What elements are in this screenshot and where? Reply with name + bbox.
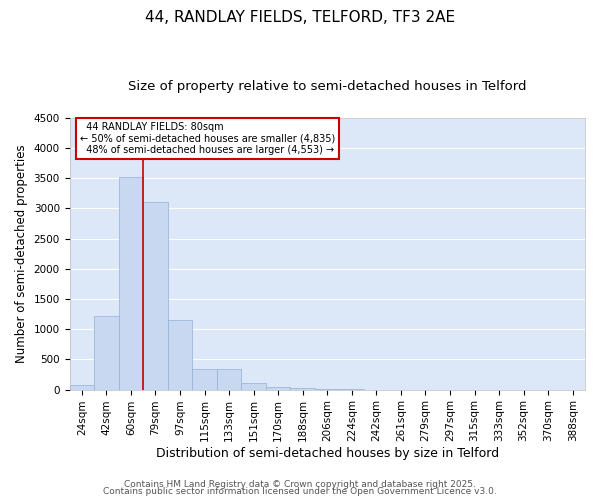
Bar: [70, 385, 94, 390]
Bar: [266, 386, 290, 390]
Bar: [94, 316, 119, 390]
Bar: [119, 177, 143, 390]
Bar: [290, 388, 315, 390]
Title: Size of property relative to semi-detached houses in Telford: Size of property relative to semi-detach…: [128, 80, 527, 93]
Y-axis label: Number of semi-detached properties: Number of semi-detached properties: [15, 144, 28, 363]
Bar: [168, 320, 192, 390]
Text: Contains public sector information licensed under the Open Government Licence v3: Contains public sector information licen…: [103, 487, 497, 496]
Text: 44, RANDLAY FIELDS, TELFORD, TF3 2AE: 44, RANDLAY FIELDS, TELFORD, TF3 2AE: [145, 10, 455, 25]
Bar: [143, 202, 168, 390]
Bar: [192, 369, 217, 390]
Text: 44 RANDLAY FIELDS: 80sqm
← 50% of semi-detached houses are smaller (4,835)
  48%: 44 RANDLAY FIELDS: 80sqm ← 50% of semi-d…: [80, 122, 335, 155]
X-axis label: Distribution of semi-detached houses by size in Telford: Distribution of semi-detached houses by …: [156, 447, 499, 460]
Text: Contains HM Land Registry data © Crown copyright and database right 2025.: Contains HM Land Registry data © Crown c…: [124, 480, 476, 489]
Bar: [241, 384, 266, 390]
Bar: [217, 369, 241, 390]
